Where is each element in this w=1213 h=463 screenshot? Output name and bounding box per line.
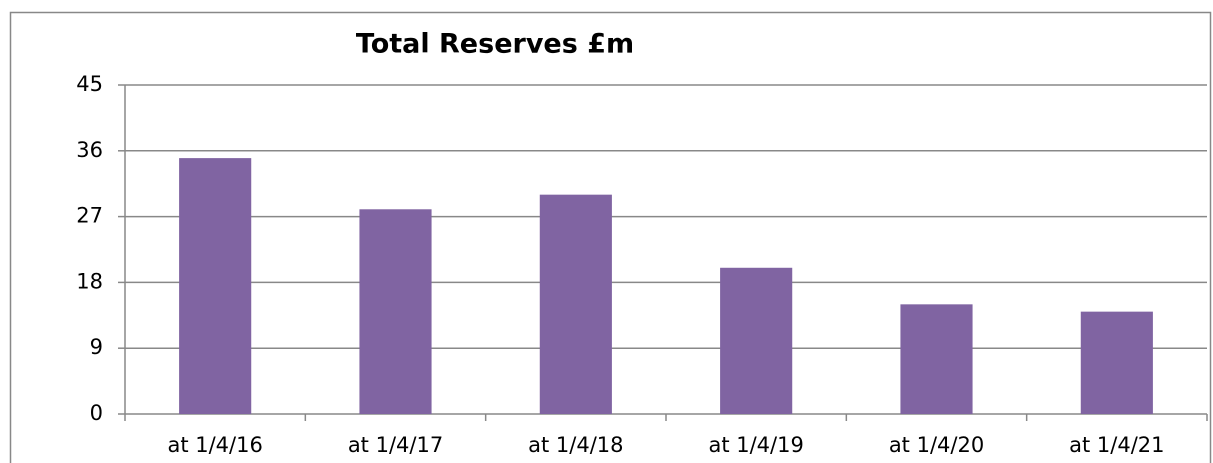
x-tick-label: at 1/4/16 (167, 433, 262, 457)
y-tick-label: 9 (90, 335, 103, 359)
bar (539, 194, 612, 414)
y-tick-label: 27 (76, 204, 103, 228)
x-tick-label: at 1/4/17 (348, 433, 443, 457)
bar (1080, 311, 1153, 414)
bar (359, 209, 432, 414)
x-tick-label: at 1/4/21 (1069, 433, 1164, 457)
x-tick-label: at 1/4/19 (708, 433, 803, 457)
chart-border (9, 11, 1212, 463)
x-tick-label: at 1/4/20 (889, 433, 984, 457)
x-tick-label: at 1/4/18 (528, 433, 623, 457)
chart-title: Total Reserves £m (356, 29, 634, 60)
y-tick-label: 36 (76, 138, 103, 162)
y-tick-label: 0 (90, 401, 103, 425)
bar (720, 267, 793, 414)
y-tick-label: 18 (76, 269, 103, 293)
bar (179, 158, 252, 414)
bar (900, 304, 973, 414)
y-tick-label: 45 (76, 72, 103, 96)
